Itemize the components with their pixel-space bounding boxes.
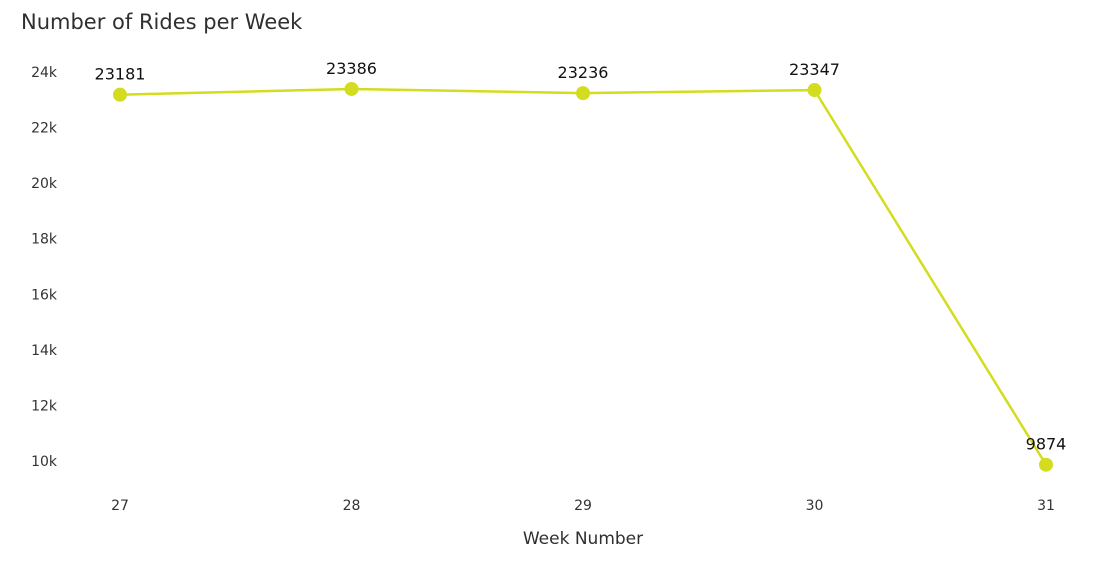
x-tick-label: 31	[1037, 498, 1055, 514]
series-line	[119, 87, 1048, 466]
y-axis-ticks: 10k 12k 14k 16k 18k 20k 22k 24k	[31, 65, 58, 470]
data-points	[113, 81, 1053, 472]
y-tick-label: 16k	[31, 287, 58, 303]
data-point	[1039, 457, 1053, 472]
y-tick-label: 22k	[31, 121, 58, 137]
data-point	[113, 87, 127, 102]
data-label: 23347	[789, 60, 840, 79]
x-axis-title: Week Number	[523, 529, 643, 549]
data-point	[807, 83, 822, 98]
chart-title: Number of Rides per Week	[21, 10, 303, 34]
data-label: 23236	[558, 63, 609, 82]
data-label: 23386	[326, 59, 377, 78]
y-tick-label: 14k	[31, 343, 58, 359]
y-tick-label: 20k	[31, 176, 58, 192]
data-label: 23181	[95, 65, 146, 84]
x-axis-ticks: 27 28 29 30 31	[111, 498, 1055, 514]
x-tick-label: 29	[574, 498, 592, 514]
x-tick-label: 30	[806, 498, 824, 514]
x-tick-label: 27	[111, 498, 129, 514]
y-tick-label: 18k	[31, 232, 58, 248]
y-tick-label: 24k	[31, 65, 58, 81]
data-point	[344, 81, 359, 96]
x-tick-label: 28	[343, 498, 361, 514]
data-label: 9874	[1026, 435, 1067, 454]
y-tick-label: 10k	[31, 454, 58, 470]
data-point	[576, 86, 590, 101]
data-labels: 23181 23386 23236 23347 9874	[95, 59, 1067, 454]
y-tick-label: 12k	[31, 399, 58, 415]
